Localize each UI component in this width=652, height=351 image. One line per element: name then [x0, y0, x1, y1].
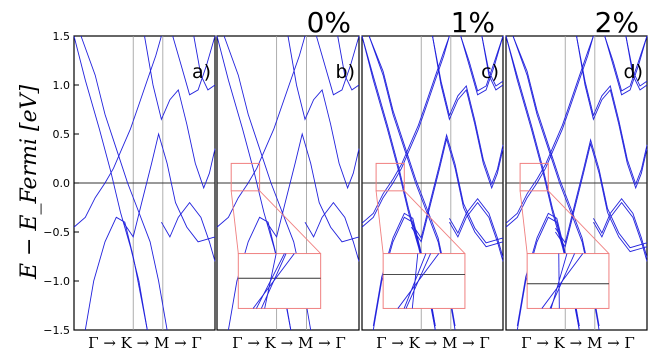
band-line [449, 197, 504, 258]
band-line [432, 35, 504, 186]
band-line [266, 132, 360, 243]
inset-band [405, 253, 431, 309]
band-line [555, 138, 648, 249]
inset-band [260, 253, 287, 309]
band-line [287, 35, 360, 190]
band-line [604, 35, 648, 96]
band-line [144, 35, 216, 190]
zoom-region [230, 162, 261, 192]
y-tick-label: 1.0 [53, 79, 71, 92]
zoom-connector [519, 190, 528, 254]
inset-box [526, 253, 610, 309]
band-line [315, 35, 360, 96]
y-tick-label: −0.5 [43, 226, 70, 239]
inset-band [558, 253, 560, 309]
y-tick-label: 1.5 [53, 30, 71, 43]
band-line [555, 142, 648, 253]
y-tick-label: −1.0 [43, 275, 70, 288]
band-line [216, 35, 306, 228]
inset-band [411, 253, 419, 309]
zoom-connector [547, 190, 610, 254]
band-line [460, 35, 504, 92]
panel-label: b) [336, 61, 355, 83]
band-line [122, 132, 216, 243]
zoom-connector [403, 190, 466, 254]
zoom-connector [259, 190, 321, 254]
inset-band [549, 253, 575, 309]
band-line [193, 35, 216, 91]
x-axis-label-panel-c: Γ → K → M → Γ [376, 334, 490, 351]
panel-d: d) 2% [505, 6, 648, 331]
strain-label: 1% [451, 6, 495, 39]
band-line [604, 35, 648, 92]
band-line [432, 35, 504, 190]
band-line [411, 137, 504, 248]
band-line [161, 201, 216, 262]
x-axis-label-panel-b: Γ → K → M → Γ [232, 334, 346, 351]
band-line [337, 35, 360, 91]
y-axis-label: E − E_Fermi [eV] [17, 85, 42, 281]
band-line [625, 35, 648, 87]
panel-c: c) 1% [361, 6, 504, 331]
y-tick-label: 0.5 [53, 128, 71, 141]
inset-box [237, 253, 322, 309]
zoom-region [519, 162, 549, 192]
band-line [73, 35, 162, 228]
band-line [576, 35, 648, 186]
band-line [481, 35, 504, 87]
x-axis-label-panel-a: Γ → K → M → Γ [88, 334, 202, 351]
x-axis-label-panel-d: Γ → K → M → Γ [521, 334, 635, 351]
panel-label: c) [481, 61, 499, 83]
y-tick-label: −1.5 [43, 324, 70, 337]
band-line [460, 35, 504, 96]
band-line [593, 201, 648, 262]
strain-label: 0% [307, 6, 351, 39]
panel-a: 1.5 1.0 0.5 0.0 −0.5 −1.0 −1.5 a) [43, 30, 216, 337]
band-line [576, 35, 648, 190]
y-tick-label: 0.0 [53, 177, 71, 190]
strain-label: 2% [595, 6, 639, 39]
band-line [80, 35, 168, 331]
panel-b: b) 0% [216, 6, 360, 331]
band-line [449, 201, 504, 262]
band-line [73, 35, 148, 331]
zoom-region [375, 162, 405, 192]
band-line [304, 201, 360, 262]
zoom-connector [230, 190, 239, 254]
panel-label: d) [624, 61, 643, 83]
band-line [172, 35, 216, 96]
zoom-connector [375, 190, 384, 254]
band-line [411, 133, 504, 244]
inset-band [264, 253, 277, 309]
band-line [593, 197, 648, 258]
band-line [361, 35, 450, 228]
panel-label: a) [192, 61, 211, 83]
band-line [505, 35, 594, 228]
band-line [84, 216, 148, 331]
inset-box [382, 253, 466, 309]
